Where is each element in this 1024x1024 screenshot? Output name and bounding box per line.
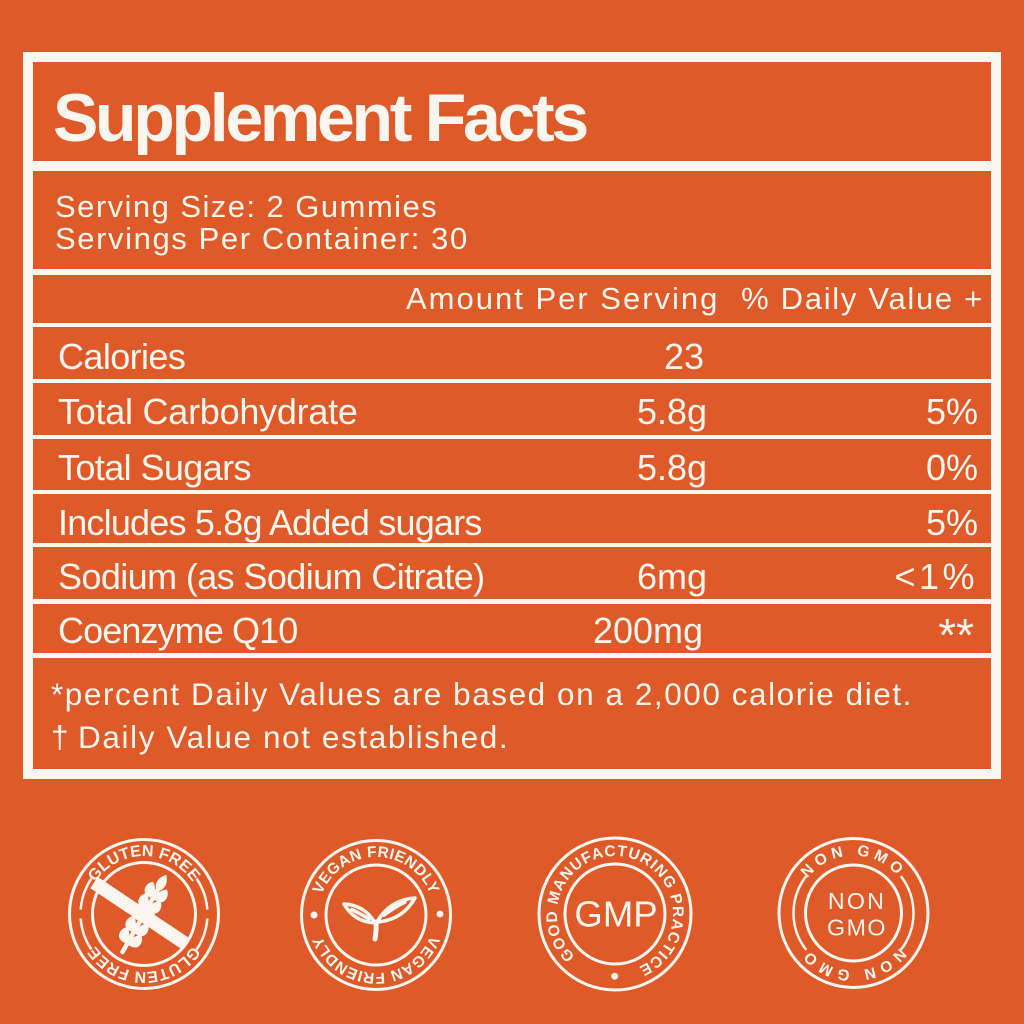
- svg-text:VEGAN FRIENDLY: VEGAN FRIENDLY: [310, 844, 443, 897]
- svg-text:GMP: GMP: [574, 893, 657, 934]
- svg-text:GMO: GMO: [827, 915, 887, 941]
- svg-text:NON: NON: [828, 888, 886, 914]
